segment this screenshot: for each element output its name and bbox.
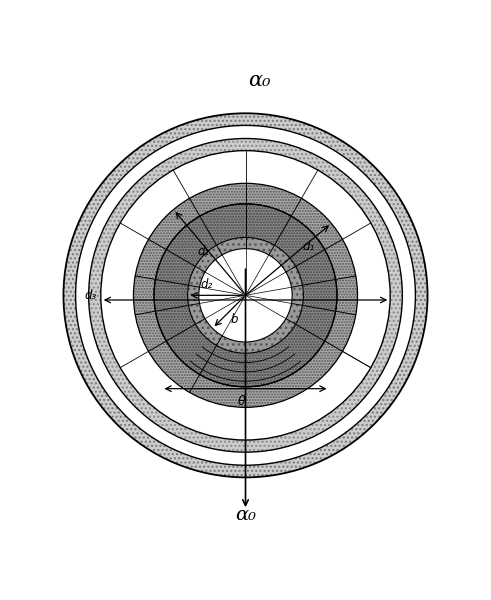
Circle shape [63, 113, 428, 478]
Text: b: b [231, 313, 238, 326]
Circle shape [134, 184, 357, 407]
Text: α₀: α₀ [235, 506, 256, 524]
Circle shape [89, 139, 402, 452]
Text: d₁: d₁ [197, 245, 210, 259]
Text: θ: θ [238, 395, 246, 409]
Text: d₃: d₃ [85, 289, 97, 302]
Circle shape [154, 204, 337, 387]
Circle shape [76, 125, 415, 465]
Text: d₁: d₁ [302, 240, 315, 253]
Circle shape [188, 238, 303, 353]
Text: d₂: d₂ [201, 278, 213, 291]
Circle shape [154, 204, 337, 387]
Text: α₀: α₀ [248, 71, 271, 90]
Circle shape [59, 109, 432, 482]
Circle shape [199, 248, 292, 342]
Circle shape [101, 151, 390, 440]
